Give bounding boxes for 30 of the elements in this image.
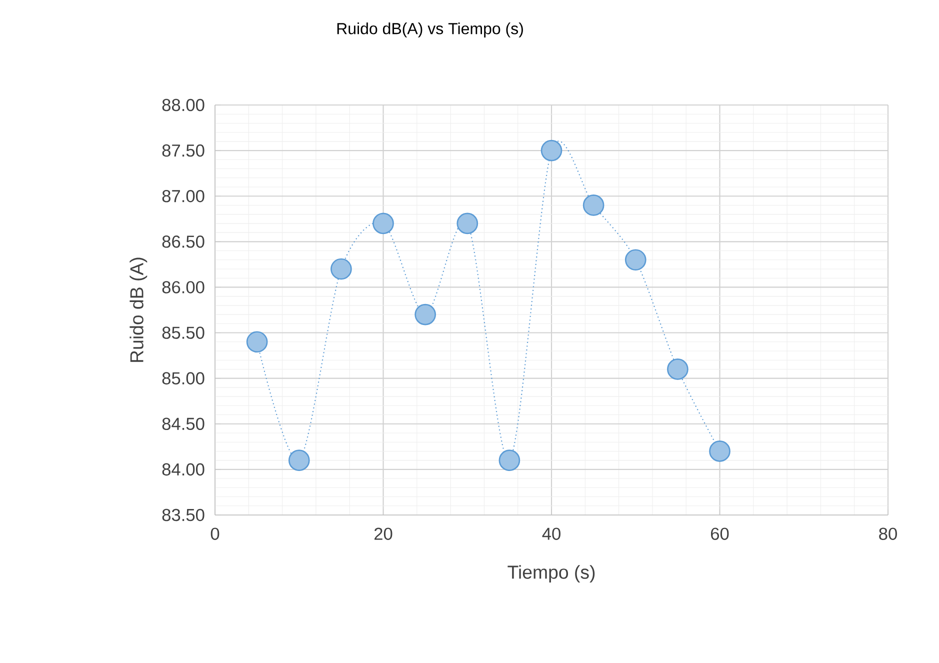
y-tick-label: 84.00 <box>162 463 204 476</box>
point <box>288 450 310 471</box>
y-tick-label: 83.50 <box>162 508 204 522</box>
point <box>414 304 436 326</box>
y-tick-label: 87.00 <box>162 190 204 202</box>
y-tick-label: 85.50 <box>162 326 204 339</box>
point <box>624 249 646 271</box>
y-tick-label: 86.00 <box>162 281 204 294</box>
point <box>582 194 604 216</box>
point <box>667 358 688 380</box>
point <box>498 450 520 471</box>
point <box>330 258 352 280</box>
x-tick-label: 80 <box>879 528 897 540</box>
y-tick-label: 84.50 <box>162 418 204 430</box>
y-tick-label: 86.50 <box>162 236 204 248</box>
x-tick-label: 40 <box>542 528 560 540</box>
y-axis-title: Ruido dB (A) <box>130 258 148 362</box>
x-tick-label: 60 <box>710 528 729 540</box>
point <box>709 440 730 462</box>
point <box>246 331 268 353</box>
point <box>456 212 478 234</box>
x-axis-title: Tiempo (s) <box>508 565 595 583</box>
point <box>372 212 394 234</box>
y-tick-label: 87.50 <box>162 144 204 157</box>
chart-title: Ruido dB(A) vs Tiempo (s) <box>337 22 523 38</box>
point <box>540 140 562 162</box>
x-tick-label: 20 <box>374 528 392 540</box>
y-tick-label: 85.00 <box>162 372 204 384</box>
y-tick-label: 88.00 <box>162 98 204 112</box>
x-tick-label: 0 <box>210 528 220 540</box>
